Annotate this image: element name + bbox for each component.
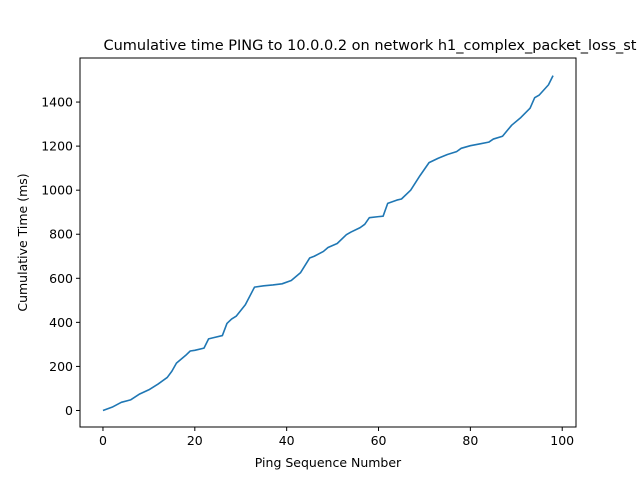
y-tick-label: 400 — [49, 315, 73, 330]
x-axis: 0 20 40 60 80 100 — [99, 427, 574, 448]
y-tick-label: 600 — [49, 271, 73, 286]
series-line — [102, 75, 554, 412]
y-tick-label: 1000 — [41, 183, 73, 198]
y-tick-label: 800 — [49, 227, 73, 242]
y-axis: 0 200 400 600 800 1000 1200 1400 — [41, 95, 80, 418]
y-tick-label: 1400 — [41, 95, 73, 110]
y-tick-label: 200 — [49, 359, 73, 374]
chart-title: Cumulative time PING to 10.0.0.2 on netw… — [103, 38, 636, 54]
y-tick-label: 1200 — [41, 139, 73, 154]
x-axis-label: Ping Sequence Number — [255, 455, 402, 470]
x-tick-label: 0 — [99, 433, 107, 448]
y-axis-label: Cumulative Time (ms) — [15, 173, 30, 311]
x-tick-label: 100 — [550, 433, 574, 448]
y-tick-label: 0 — [65, 403, 73, 418]
x-tick-label: 60 — [371, 433, 387, 448]
x-tick-label: 40 — [279, 433, 295, 448]
x-tick-label: 20 — [187, 433, 203, 448]
x-tick-label: 80 — [462, 433, 478, 448]
plot-frame — [79, 57, 577, 428]
